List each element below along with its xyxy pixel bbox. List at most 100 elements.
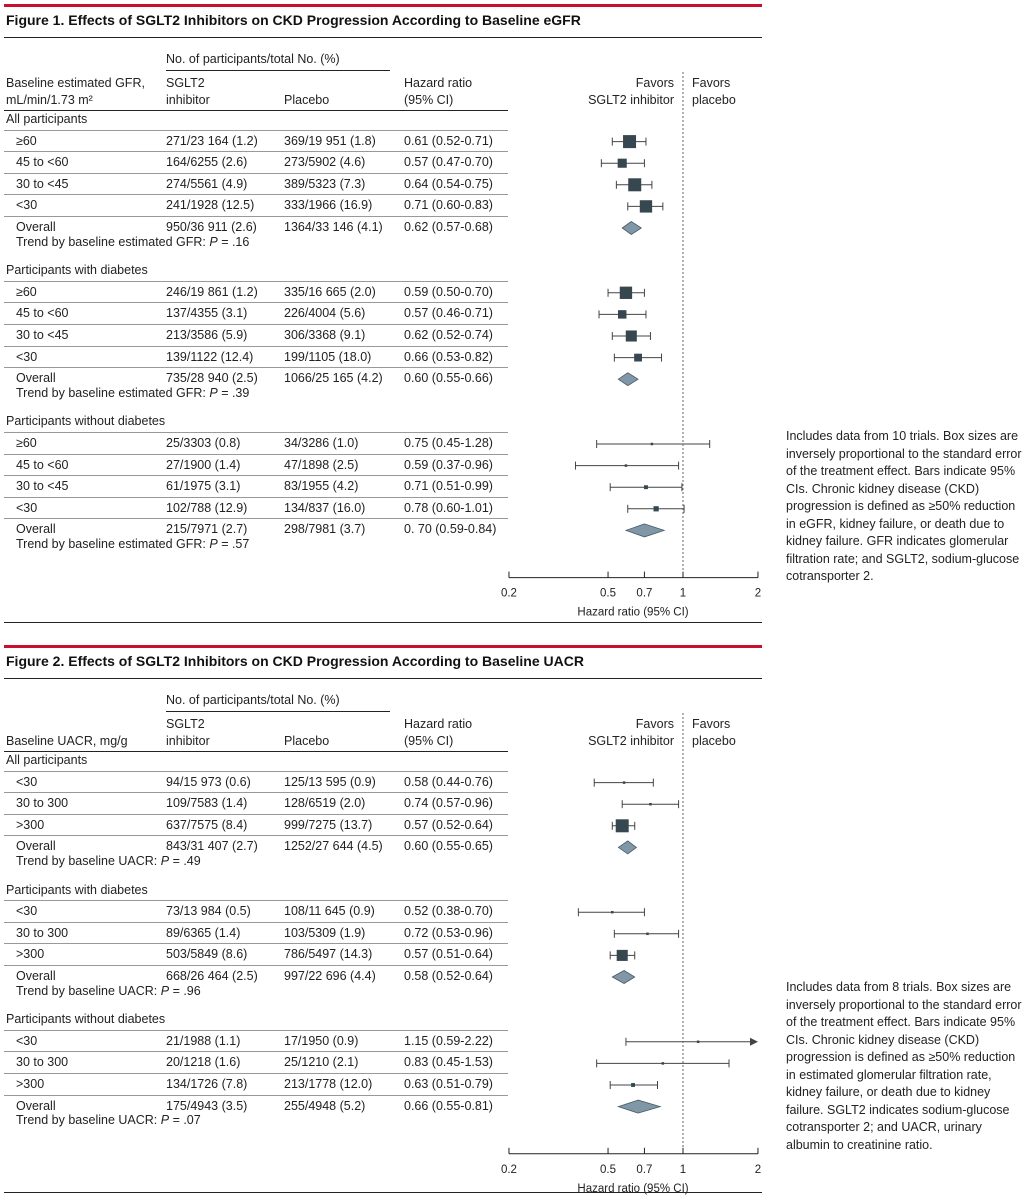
placebo-count: 306/3368 (9.1) bbox=[284, 328, 366, 342]
x-tick-label: 1 bbox=[680, 588, 686, 600]
p-symbol: P bbox=[209, 234, 218, 249]
row-rule bbox=[4, 172, 508, 174]
p-symbol: P bbox=[209, 537, 218, 551]
figure-bottom-rule bbox=[4, 622, 762, 623]
row-rule bbox=[4, 1051, 508, 1053]
point-estimate-box bbox=[617, 310, 627, 319]
trend-label: Trend by baseline UACR: bbox=[16, 854, 161, 868]
row-label: ≥60 bbox=[16, 436, 37, 450]
figure-note: Includes data from 10 trials. Box sizes … bbox=[786, 429, 1022, 583]
hazard-ratio-ci: 1.15 (0.59-2.22) bbox=[404, 1033, 493, 1048]
sglt2-count: 215/7971 (2.7) bbox=[166, 522, 248, 537]
row-rule bbox=[4, 216, 508, 217]
row-rule bbox=[4, 792, 508, 794]
subgroup-heading: Participants without diabetes bbox=[6, 414, 166, 429]
trend-label: Trend by baseline estimated GFR: bbox=[16, 385, 210, 400]
row-rule bbox=[4, 367, 508, 369]
sglt2-count: 109/7583 (1.4) bbox=[166, 796, 248, 811]
placebo-count: 134/837 (16.0) bbox=[284, 500, 366, 515]
favors-sglt2-label-1: Favors bbox=[635, 717, 674, 731]
trend-test-row: Trend by baseline UACR: P = .96 bbox=[16, 981, 201, 1002]
subgroup-rule bbox=[4, 770, 508, 772]
row-label: Overall bbox=[16, 371, 56, 386]
hazard-ratio-ci: 0.74 (0.57-0.96) bbox=[404, 796, 493, 811]
point-estimate-box bbox=[646, 932, 649, 936]
hazard-ratio-ci: 0.60 (0.55-0.65) bbox=[404, 839, 493, 854]
p-value: = .16 bbox=[217, 234, 250, 249]
header-rule bbox=[4, 751, 508, 752]
row-label: 30 to <45 bbox=[16, 328, 69, 342]
hazard-ratio-ci: 0.66 (0.55-0.81) bbox=[404, 1098, 493, 1113]
point-estimate-box bbox=[650, 442, 654, 446]
column-header-subgroup-1: Baseline estimated GFR, bbox=[6, 76, 145, 90]
point-estimate-box bbox=[622, 781, 626, 784]
column-header-hr-1: Hazard ratio bbox=[404, 717, 473, 731]
column-header-hr-2: (95% CI) bbox=[404, 93, 454, 107]
sglt2-count: 89/6365 (1.4) bbox=[166, 925, 241, 940]
p-value: = .49 bbox=[169, 854, 201, 868]
x-axis-title: Hazard ratio (95% CI) bbox=[577, 607, 688, 619]
sglt2-count: 137/4355 (3.1) bbox=[166, 306, 248, 321]
header-rule bbox=[4, 110, 508, 111]
overall-diamond bbox=[611, 970, 636, 984]
trend-test-row: Trend by baseline estimated GFR: P = .16 bbox=[16, 232, 249, 253]
trend-test-row: Trend by baseline estimated GFR: P = .57 bbox=[16, 534, 249, 555]
row-label: <30 bbox=[16, 774, 38, 789]
point-estimate-box bbox=[616, 949, 628, 961]
hazard-ratio-ci: 0.72 (0.53-0.96) bbox=[404, 925, 493, 940]
point-estimate-box bbox=[696, 1040, 700, 1044]
sglt2-count: 94/15 973 (0.6) bbox=[166, 774, 251, 789]
hazard-ratio-ci: 0.57 (0.51-0.64) bbox=[404, 947, 493, 962]
x-axis-title: Hazard ratio (95% CI) bbox=[577, 1183, 688, 1195]
sglt2-count: 134/1726 (7.8) bbox=[166, 1077, 248, 1091]
figure-bottom-rule bbox=[4, 1192, 762, 1193]
sglt2-count: 27/1900 (1.4) bbox=[166, 457, 241, 472]
p-value: = .07 bbox=[169, 1113, 201, 1128]
hazard-ratio-ci: 0.52 (0.38-0.70) bbox=[404, 904, 493, 919]
subgroup-heading: Participants with diabetes bbox=[6, 263, 148, 278]
column-header-sglt2-2: inhibitor bbox=[166, 93, 210, 107]
favors-placebo-label-2: placebo bbox=[692, 93, 736, 107]
row-rule bbox=[4, 194, 508, 196]
column-header-sglt2-1: SGLT2 bbox=[166, 76, 205, 90]
row-label: <30 bbox=[16, 1033, 38, 1048]
placebo-count: 226/4004 (5.6) bbox=[284, 306, 366, 321]
figure-accent-rule bbox=[4, 4, 762, 7]
column-group-label: No. of participants/total No. (%) bbox=[166, 693, 340, 707]
placebo-count: 786/5497 (14.3) bbox=[284, 947, 373, 962]
row-label: 30 to 300 bbox=[16, 796, 69, 811]
x-tick-label: 0.7 bbox=[636, 588, 652, 600]
favors-placebo-label-1: Favors bbox=[692, 717, 731, 731]
overall-diamond bbox=[624, 523, 666, 538]
row-rule bbox=[4, 965, 508, 966]
hazard-ratio-ci: 0.61 (0.52-0.71) bbox=[404, 133, 493, 148]
point-estimate-box bbox=[634, 353, 642, 362]
point-estimate-box bbox=[611, 910, 614, 914]
column-header-hr-1: Hazard ratio bbox=[404, 76, 473, 90]
sglt2-count: 503/5849 (8.6) bbox=[166, 947, 248, 962]
overall-diamond bbox=[617, 372, 639, 387]
row-label: 30 to 300 bbox=[16, 925, 69, 940]
row-label: Overall bbox=[16, 839, 56, 854]
hazard-ratio-ci: 0.57 (0.52-0.64) bbox=[404, 817, 493, 832]
trend-test-row: Trend by baseline estimated GFR: P = .39 bbox=[16, 383, 249, 404]
row-rule bbox=[4, 518, 508, 520]
sglt2-count: 139/1122 (12.4) bbox=[166, 349, 254, 364]
favors-sglt2-label-1: Favors bbox=[635, 76, 674, 90]
favors-sglt2-label-2: SGLT2 inhibitor bbox=[588, 93, 674, 107]
row-rule bbox=[4, 496, 508, 498]
sglt2-count: 73/13 984 (0.5) bbox=[166, 904, 251, 919]
subgroup-heading: Participants without diabetes bbox=[6, 1012, 166, 1027]
favors-placebo-label-1: Favors bbox=[692, 76, 731, 90]
subgroup-rule bbox=[4, 280, 508, 282]
row-label: 30 to <45 bbox=[16, 479, 69, 494]
subgroup-rule bbox=[4, 432, 508, 433]
point-estimate-box bbox=[649, 802, 652, 806]
p-symbol: P bbox=[160, 1113, 170, 1128]
row-label: 30 to 300 bbox=[16, 1055, 69, 1070]
x-tick-label: 0.5 bbox=[600, 588, 616, 600]
sglt2-count: 241/1928 (12.5) bbox=[166, 198, 255, 213]
row-label: 45 to <60 bbox=[16, 457, 69, 472]
point-estimate-box bbox=[661, 1062, 665, 1065]
placebo-count: 273/5902 (4.6) bbox=[284, 155, 366, 170]
